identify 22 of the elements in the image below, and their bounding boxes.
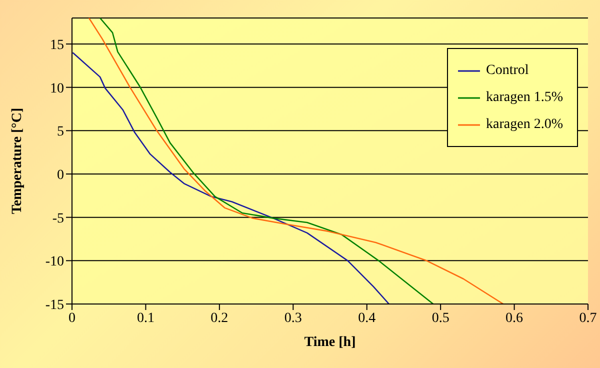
x-tick-label: 0.5 [432, 310, 450, 326]
legend-label: karagen 1.5% [486, 90, 563, 106]
y-tick-label: 5 [57, 124, 64, 140]
y-tick-label: -15 [45, 298, 64, 313]
line-series [72, 52, 390, 304]
line-series [99, 18, 434, 304]
x-axis-title: Time [h] [304, 335, 356, 350]
x-tick-label: 0.6 [506, 310, 524, 326]
x-tick-label: 0.4 [358, 310, 376, 326]
x-tick-label: 0.1 [136, 310, 154, 326]
y-tick-label: -10 [45, 254, 64, 270]
y-axis-title: Temperature [°C] [10, 108, 25, 214]
x-tick-label: 0 [68, 310, 76, 326]
x-tick-label: 0.7 [579, 310, 597, 326]
legend-label: karagen 2.0% [486, 116, 563, 132]
legend-label: Control [486, 62, 529, 78]
y-tick-label: 0 [57, 168, 64, 183]
y-tick-label: -5 [52, 211, 64, 226]
x-tick-label: 0.2 [210, 310, 228, 326]
x-tick-label: 0.3 [284, 310, 302, 326]
y-tick-label: 10 [50, 81, 64, 96]
y-tick-label: 15 [50, 38, 64, 53]
